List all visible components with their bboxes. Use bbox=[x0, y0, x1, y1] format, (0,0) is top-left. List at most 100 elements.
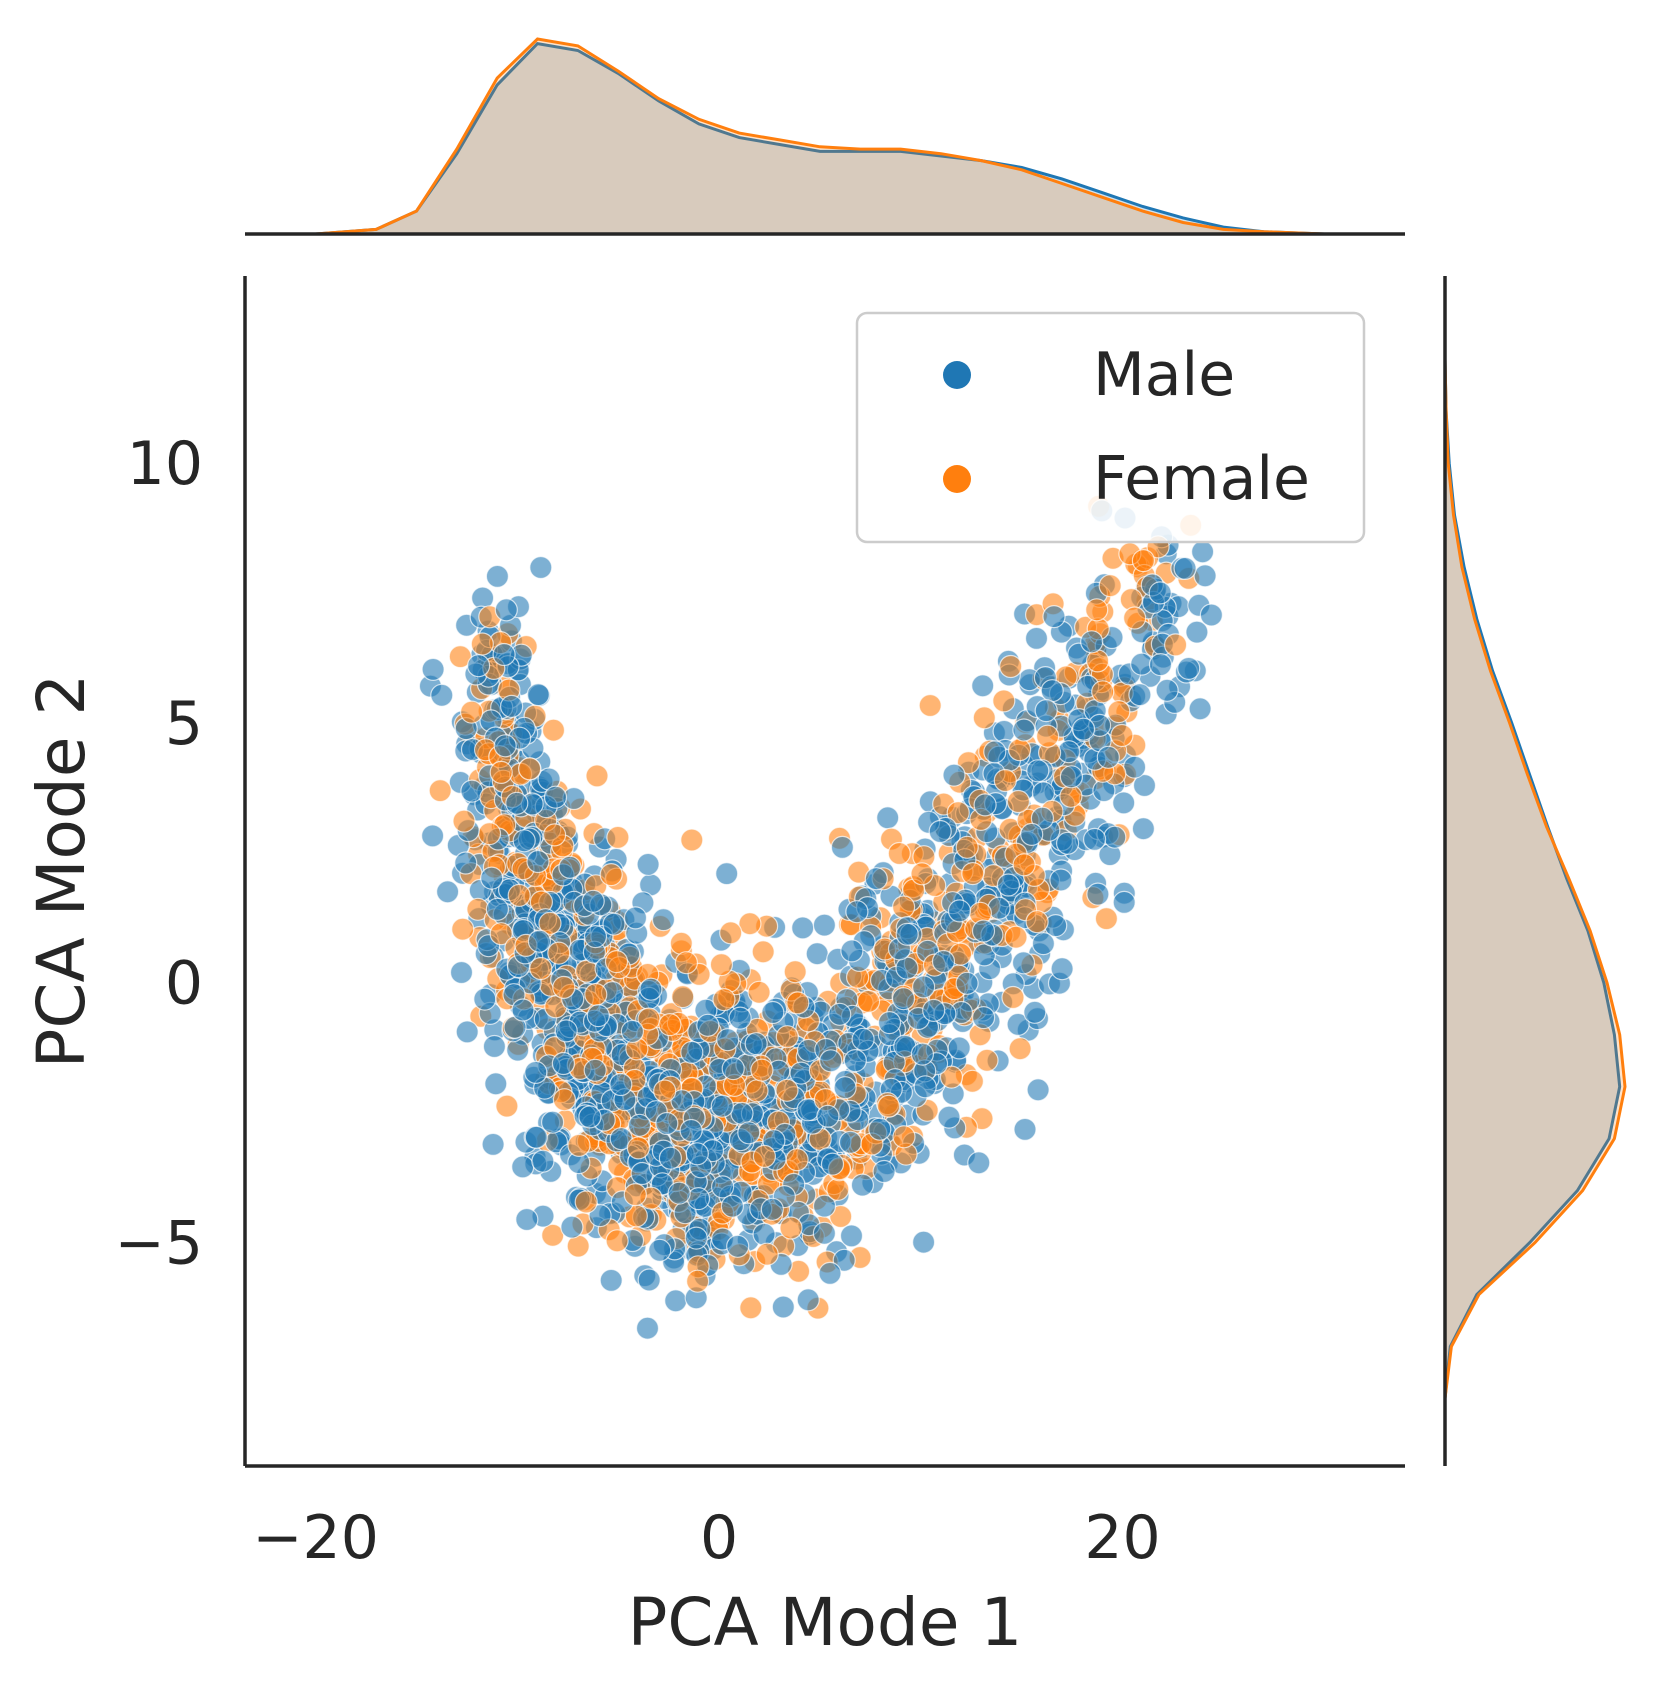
scatter-point-female bbox=[752, 1144, 777, 1169]
scatter-point-male bbox=[877, 1010, 902, 1035]
scatter-point-male bbox=[937, 1105, 961, 1129]
scatter-point-male bbox=[1024, 626, 1049, 651]
scatter-point-male bbox=[812, 1221, 837, 1245]
scatter-point-female bbox=[1107, 699, 1131, 724]
scatter-point-male bbox=[973, 793, 997, 817]
scatter-point-male bbox=[511, 1155, 535, 1179]
scatter-point-male bbox=[680, 1040, 704, 1065]
x-tick-label: 20 bbox=[1084, 1503, 1160, 1573]
scatter-point-female bbox=[671, 984, 695, 1009]
scatter-point-female bbox=[674, 951, 699, 975]
scatter-point-male bbox=[728, 1006, 752, 1030]
scatter-point-female bbox=[712, 987, 736, 1012]
scatter-point-male bbox=[942, 763, 966, 787]
scatter-point-male bbox=[820, 1152, 845, 1176]
scatter-point-male bbox=[716, 1028, 740, 1052]
scatter-points bbox=[418, 494, 1224, 1340]
scatter-point-male bbox=[436, 880, 460, 904]
scatter-point-male bbox=[922, 998, 946, 1023]
y-axis-ticks: −5 0 5 10 bbox=[115, 429, 203, 1278]
scatter-point-male bbox=[816, 1104, 840, 1128]
scatter-point-female bbox=[541, 718, 566, 742]
scatter-point-male bbox=[761, 1000, 785, 1025]
scatter-point-male bbox=[947, 1036, 971, 1060]
scatter-point-female bbox=[1012, 853, 1036, 877]
scatter-point-male bbox=[971, 919, 996, 943]
scatter-point-male bbox=[679, 1118, 703, 1143]
scatter-point-female bbox=[1008, 1037, 1032, 1061]
scatter-point-male bbox=[481, 1132, 505, 1157]
scatter-point-male bbox=[1011, 951, 1036, 975]
scatter-point-male bbox=[752, 1222, 776, 1246]
scatter-point-female bbox=[747, 980, 771, 1004]
scatter-point-female bbox=[658, 1012, 682, 1037]
scatter-point-female bbox=[452, 809, 476, 833]
scatter-point-male bbox=[947, 899, 972, 923]
scatter-point-female bbox=[460, 700, 484, 724]
scatter-point-male bbox=[1086, 882, 1110, 906]
scatter-point-female bbox=[547, 941, 571, 965]
scatter-point-female bbox=[709, 952, 734, 977]
top-kde-line-female bbox=[315, 37, 1325, 236]
scatter-point-male bbox=[1132, 773, 1157, 798]
scatter-point-male bbox=[710, 1175, 735, 1199]
scatter-point-male bbox=[485, 564, 509, 589]
scatter-point-male bbox=[812, 1194, 837, 1218]
scatter-point-male bbox=[560, 1215, 584, 1239]
scatter-point-male bbox=[818, 1261, 842, 1286]
scatter-point-female bbox=[428, 778, 452, 803]
scatter-point-female bbox=[538, 911, 562, 935]
scatter-point-female bbox=[599, 862, 623, 887]
scatter-point-male bbox=[971, 674, 995, 698]
scatter-point-male bbox=[760, 1197, 784, 1221]
right-kde-fill-male bbox=[1445, 359, 1620, 1467]
scatter-point-female bbox=[975, 1048, 999, 1072]
scatter-point-female bbox=[552, 1088, 577, 1112]
scatter-point-male bbox=[651, 907, 676, 932]
scatter-point-male bbox=[1023, 1000, 1047, 1024]
scatter-point-female bbox=[451, 917, 475, 941]
scatter-point-female bbox=[785, 1148, 809, 1172]
scatter-point-male bbox=[1112, 890, 1136, 915]
scatter-point-female bbox=[750, 1058, 774, 1082]
scatter-point-male bbox=[1112, 791, 1136, 815]
scatter-point-male bbox=[540, 1110, 565, 1134]
scatter-point-male bbox=[482, 1034, 506, 1059]
scatter-point-male bbox=[830, 835, 855, 860]
scatter-point-male bbox=[667, 1181, 691, 1205]
scatter-point-male bbox=[1026, 759, 1050, 783]
scatter-point-female bbox=[972, 706, 996, 730]
scatter-point-male bbox=[627, 1113, 652, 1137]
scatter-point-male bbox=[609, 1072, 633, 1097]
scatter-point-male bbox=[494, 598, 518, 622]
scatter-point-male bbox=[524, 1060, 548, 1085]
scatter-point-female bbox=[891, 895, 916, 919]
scatter-point-female bbox=[960, 1069, 985, 1093]
scatter-point-female bbox=[783, 960, 807, 984]
scatter-point-male bbox=[455, 1020, 479, 1044]
scatter-point-male bbox=[636, 852, 660, 877]
scatter-point-male bbox=[421, 657, 445, 682]
scatter-point-male bbox=[1080, 630, 1104, 654]
legend-label-male: Male bbox=[1093, 340, 1235, 410]
scatter-point-female bbox=[1131, 548, 1156, 573]
scatter-point-female bbox=[961, 861, 985, 886]
scatter-point-female bbox=[495, 1094, 519, 1118]
scatter-point-male bbox=[1055, 831, 1080, 855]
legend-frame bbox=[855, 311, 1366, 544]
scatter-point-male bbox=[473, 987, 497, 1011]
scatter-point-female bbox=[887, 841, 911, 866]
scatter-point-male bbox=[554, 1019, 578, 1043]
scatter-point-male bbox=[971, 1005, 996, 1030]
y-tick-label: 5 bbox=[165, 689, 203, 759]
scatter-point-female bbox=[755, 1242, 779, 1266]
scatter-point-female bbox=[876, 1094, 901, 1118]
scatter-point-female bbox=[1110, 723, 1134, 748]
scatter-point-male bbox=[586, 1003, 610, 1028]
scatter-point-female bbox=[786, 991, 810, 1015]
scatter-point-male bbox=[658, 1146, 683, 1170]
scatter-point-male bbox=[737, 1121, 761, 1145]
scatter-point-male bbox=[526, 849, 550, 874]
scatter-point-male bbox=[850, 1173, 875, 1197]
scatter-point-male bbox=[891, 987, 916, 1011]
